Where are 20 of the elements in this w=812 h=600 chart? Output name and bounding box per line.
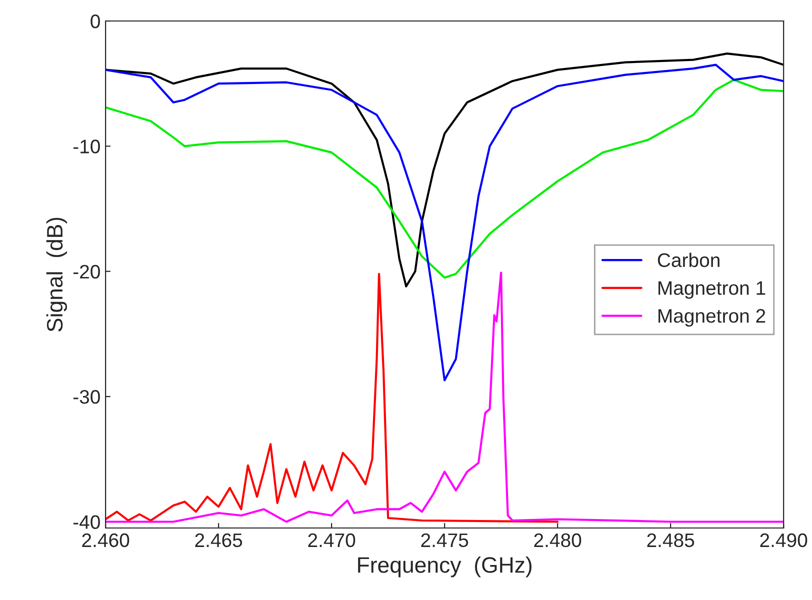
y-tick-label: -20 — [73, 264, 100, 279]
y-tick-label: -10 — [73, 140, 100, 154]
line-series — [106, 272, 784, 523]
legend-label: Magnetron 1 — [658, 281, 766, 299]
y-tick-label: 0 — [90, 14, 100, 28]
x-tick-label: 2.485 — [647, 533, 694, 548]
line-series — [106, 64, 784, 382]
legend-label: Carbon — [658, 252, 720, 268]
line-series — [106, 272, 559, 523]
legend-label: Magnetron 2 — [658, 309, 766, 327]
x-tick-label: 2.460 — [82, 533, 130, 548]
x-tick-label: 2.475 — [421, 533, 468, 548]
x-tick-label: 2.470 — [308, 533, 356, 548]
x-tick-label: 2.465 — [195, 533, 242, 548]
y-tick-label: -30 — [73, 390, 100, 404]
y-axis-title: Signal (dB) — [46, 218, 68, 332]
x-tick-label: 2.490 — [760, 533, 808, 548]
x-axis-title: Frequency (GHz) — [358, 556, 532, 578]
y-tick-label: -40 — [73, 515, 100, 529]
x-tick-label: 2.480 — [534, 533, 582, 548]
